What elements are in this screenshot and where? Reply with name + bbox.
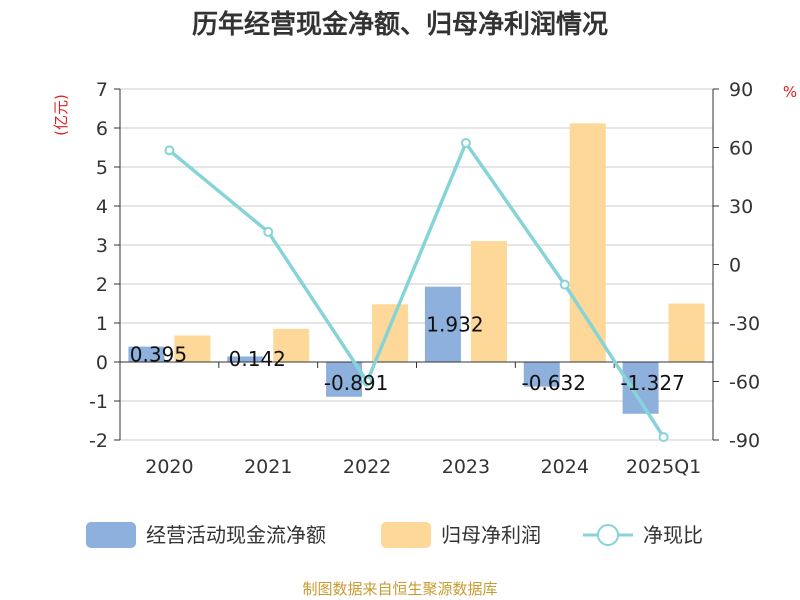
right-tick-label: 0 [729, 255, 741, 277]
legend-item-2[interactable]: 净现比 [583, 523, 703, 547]
bar-netprofit-2025Q1 [668, 303, 705, 362]
legend-swatch [381, 522, 431, 548]
line-series [164, 138, 669, 443]
left-tick-label: 2 [96, 274, 108, 296]
x-tick-label: 2020 [145, 456, 193, 478]
left-tick-label: -1 [89, 391, 108, 413]
legend-item-0[interactable]: 经营活动现金流净额 [86, 522, 326, 548]
bar-cashflow-2020 [128, 346, 165, 362]
left-tick-label: 5 [96, 157, 108, 179]
right-tick-label: 60 [729, 138, 753, 160]
bar-cashflow-2021 [227, 356, 264, 362]
x-tick-label: 2025Q1 [626, 456, 701, 478]
left-tick-label: 7 [96, 79, 108, 101]
cashflow-data-label: 0.395 [130, 342, 187, 366]
net-cash-ratio-point-2022 [362, 376, 373, 387]
bar-netprofit-2023 [470, 241, 507, 362]
x-tick-label: 2024 [541, 456, 589, 478]
data-source: 制图数据来自恒生聚源数据库 [302, 580, 497, 598]
bar-cashflow-2023 [424, 286, 461, 362]
x-tick-label: 2021 [244, 456, 292, 478]
bar-cashflow-2024 [523, 362, 560, 387]
chart-title: 历年经营现金净额、归母净利润情况 [192, 9, 608, 40]
left-tick-label: -2 [89, 430, 108, 452]
left-tick-label: 3 [96, 235, 108, 257]
right-tick-label: -30 [729, 313, 760, 335]
left-axis-unit: (亿元) [52, 94, 70, 136]
left-tick-label: 6 [96, 118, 108, 140]
net-cash-ratio-point-2023 [460, 138, 471, 149]
data-labels: 0.395 0.142 -0.891 1.932 -0.632 -1.327 [130, 312, 685, 395]
right-tick-label: -60 [729, 372, 760, 394]
legend-label: 归母净利润 [441, 523, 541, 547]
right-axis-unit: % [783, 83, 797, 101]
bar-cashflow-2025Q1 [622, 362, 659, 414]
cashflow-data-label: 1.932 [426, 312, 483, 336]
net-cash-ratio-point-2024 [559, 279, 570, 290]
net-cash-ratio-line [168, 139, 666, 439]
x-tick-label: 2023 [442, 456, 490, 478]
legend-label: 净现比 [643, 523, 703, 547]
x-tick-label: 2022 [343, 456, 391, 478]
bar-netprofit-2024 [569, 123, 606, 362]
right-tick-label: 90 [729, 79, 753, 101]
cashflow-data-label: -0.632 [522, 371, 586, 395]
legend[interactable]: 经营活动现金流净额 归母净利润 净现比 [86, 522, 703, 548]
cashflow-data-label: -0.891 [324, 371, 388, 395]
bar-netprofit-2020 [174, 335, 211, 362]
left-tick-label: 1 [96, 313, 108, 335]
bar-netprofit-2021 [273, 328, 310, 362]
cashflow-data-label: -1.327 [620, 371, 684, 395]
legend-label: 经营活动现金流净额 [146, 523, 326, 547]
left-tick-label: 4 [96, 196, 108, 218]
net-cash-ratio-point-2021 [263, 226, 274, 237]
net-cash-ratio-point-2025Q1 [658, 432, 669, 443]
axes: -2 -1 0 1 2 3 4 5 6 7 -90 -60 -30 0 30 60 90 2020 2021 2022… [89, 79, 760, 478]
legend-marker [597, 524, 619, 546]
net-cash-ratio-point-2020 [164, 145, 175, 156]
left-tick-label: 0 [96, 352, 108, 374]
legend-swatch [86, 522, 136, 548]
right-tick-label: 30 [729, 196, 753, 218]
right-tick-label: -90 [729, 430, 760, 452]
cashflow-data-label: 0.142 [229, 347, 286, 371]
legend-item-1[interactable]: 归母净利润 [381, 522, 541, 548]
